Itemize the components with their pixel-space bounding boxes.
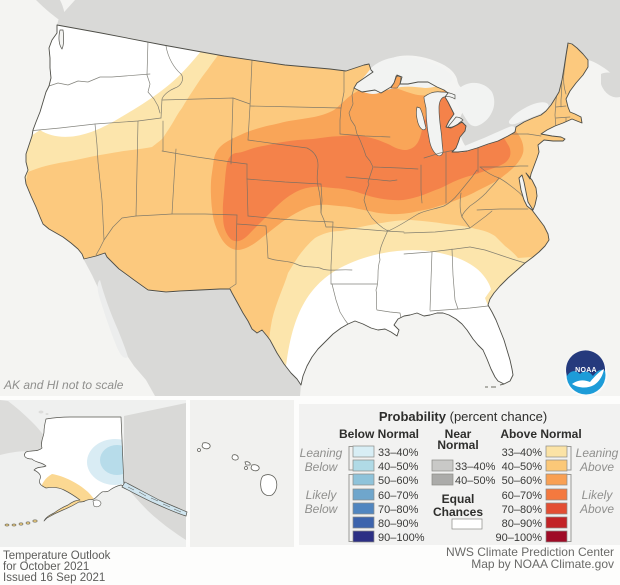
svg-text:60–70%: 60–70% — [378, 490, 419, 502]
svg-text:for October 2021: for October 2021 — [3, 561, 89, 573]
svg-text:33–40%: 33–40% — [455, 461, 496, 473]
svg-text:Below: Below — [305, 460, 339, 474]
svg-text:Chances: Chances — [433, 505, 483, 519]
svg-text:50–60%: 50–60% — [378, 475, 419, 487]
svg-text:Near: Near — [445, 427, 472, 441]
svg-text:50–60%: 50–60% — [502, 475, 543, 487]
svg-text:80–90%: 80–90% — [378, 518, 419, 530]
svg-text:Leaning: Leaning — [576, 446, 619, 460]
svg-text:60–70%: 60–70% — [502, 490, 543, 502]
svg-text:33–40%: 33–40% — [378, 447, 419, 459]
svg-text:Likely: Likely — [582, 488, 614, 502]
svg-text:NOAA: NOAA — [575, 367, 597, 374]
svg-text:70–80%: 70–80% — [502, 504, 543, 516]
svg-text:AK and HI not to scale: AK and HI not to scale — [3, 378, 124, 392]
svg-text:Map by NOAA Climate.gov: Map by NOAA Climate.gov — [471, 557, 614, 571]
svg-text:40–50%: 40–50% — [455, 475, 496, 487]
svg-text:Equal: Equal — [442, 492, 475, 506]
svg-text:Below: Below — [305, 502, 339, 516]
svg-text:90–100%: 90–100% — [496, 532, 543, 544]
svg-text:Likely: Likely — [306, 488, 338, 502]
svg-text:Leaning: Leaning — [300, 446, 343, 460]
svg-text:Above: Above — [579, 460, 614, 474]
svg-text:40–50%: 40–50% — [502, 461, 543, 473]
svg-text:Issued 16 Sep 2021: Issued 16 Sep 2021 — [3, 572, 105, 584]
svg-text:33–40%: 33–40% — [502, 447, 543, 459]
svg-text:Probability (percent chance): Probability (percent chance) — [379, 409, 547, 424]
svg-text:Temperature Outlook: Temperature Outlook — [3, 550, 111, 562]
svg-text:90–100%: 90–100% — [378, 532, 425, 544]
svg-text:70–80%: 70–80% — [378, 504, 419, 516]
svg-text:Normal: Normal — [437, 438, 478, 452]
svg-text:Above Normal: Above Normal — [500, 427, 581, 441]
svg-text:80–90%: 80–90% — [502, 518, 543, 530]
svg-text:Above: Above — [579, 502, 614, 516]
svg-text:Below Normal: Below Normal — [339, 427, 419, 441]
svg-text:NWS Climate Prediction Center: NWS Climate Prediction Center — [446, 545, 614, 559]
svg-text:40–50%: 40–50% — [378, 461, 419, 473]
